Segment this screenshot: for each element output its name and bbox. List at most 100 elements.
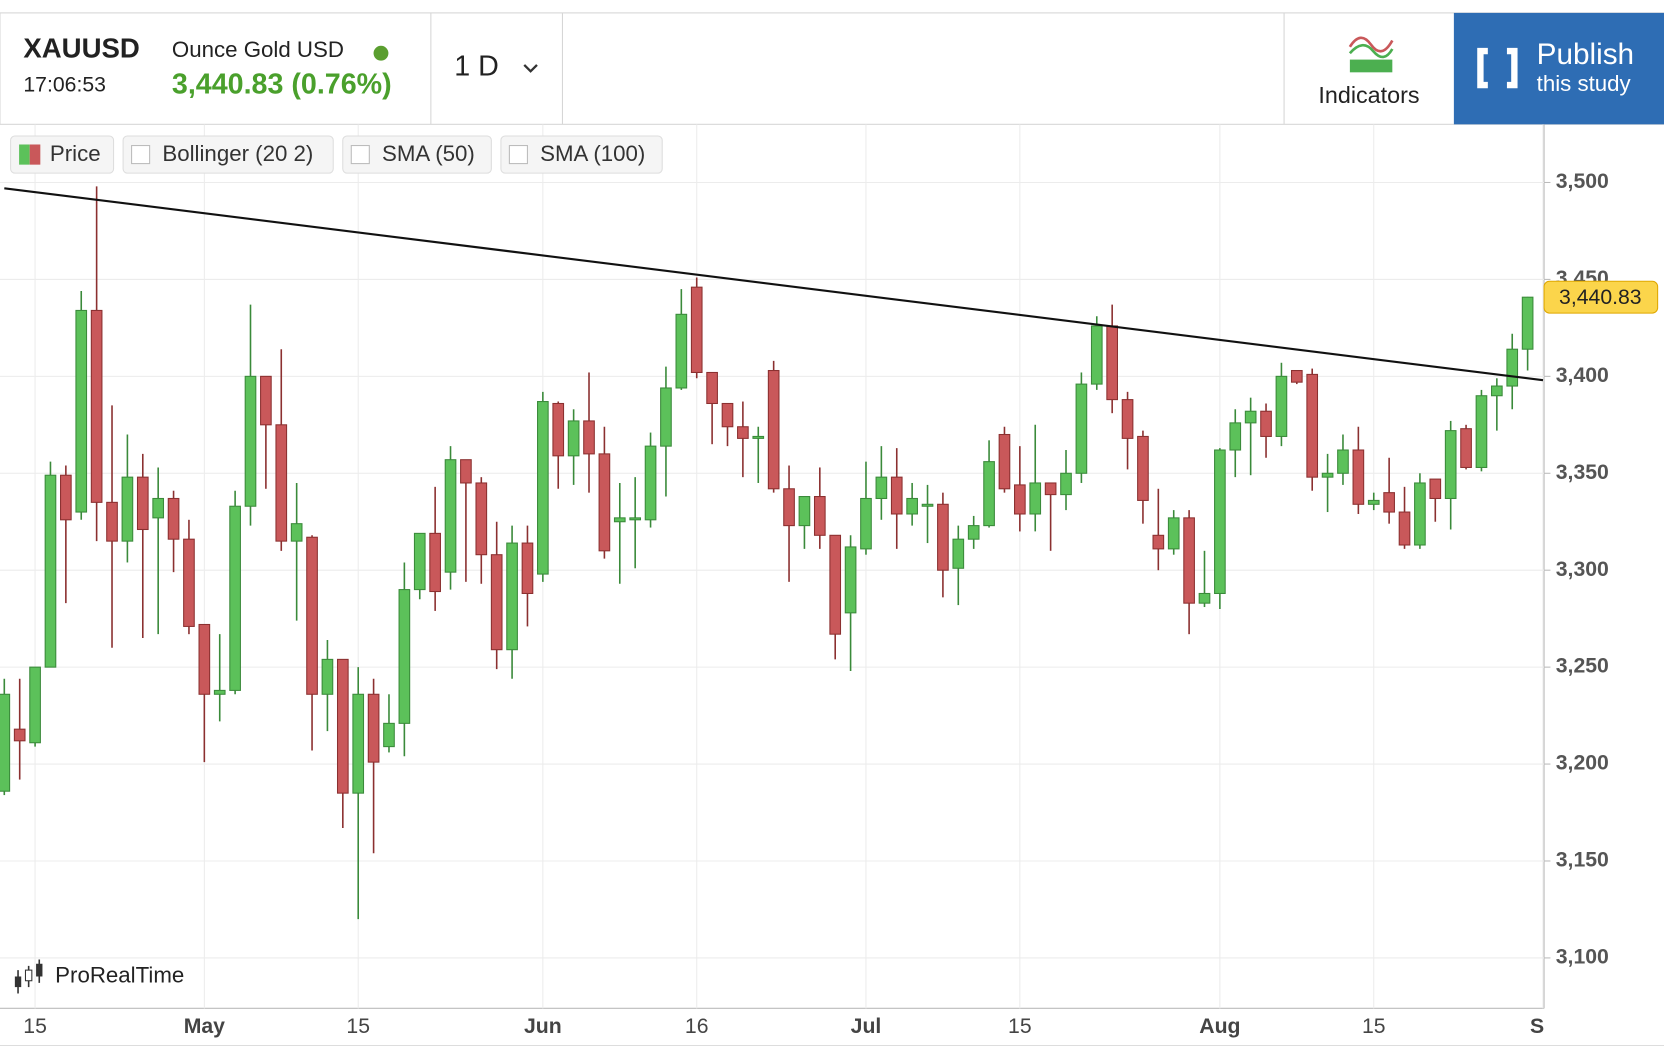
candle-body [629,517,642,521]
chevron [523,64,538,73]
checkbox[interactable] [350,145,370,165]
candle-body [290,523,303,542]
checkbox[interactable] [508,145,528,165]
candle-body [1352,449,1365,505]
candle-body [1521,296,1534,350]
legend-item[interactable]: Bollinger (20 2) [122,135,334,174]
legend-chip[interactable] [500,135,663,174]
candle-body [1290,369,1303,383]
candle-body [121,476,134,542]
candle-body [1121,399,1134,439]
symbol: XAUUSD [23,32,139,63]
candle-body [1444,430,1457,500]
x-tick-label: Se [1530,1015,1556,1038]
candle-body [183,538,195,627]
x-tick-label: Jun [524,1015,562,1038]
y-tick-label: 3,400 [1556,364,1609,387]
candle-body [567,420,580,457]
publish-button[interactable]: Publish this study [1453,12,1664,125]
x-tick-label: 15 [346,1015,370,1038]
legend-item[interactable]: SMA (100) [500,135,663,174]
candle-body [367,693,380,763]
x-tick-label: Jul [851,1015,882,1038]
candle-body [1414,482,1426,546]
legend-label[interactable]: SMA (100) [540,141,645,166]
candle-body [413,532,426,591]
candle-body [1475,395,1488,468]
candle-body [75,309,88,513]
candle-body [829,534,842,635]
watermark-text: ProRealTime [55,962,184,987]
y-tick-label: 3,350 [1556,461,1609,484]
publish-bg[interactable] [1453,12,1664,125]
legend-chip[interactable] [122,135,334,174]
candle-body [1491,385,1503,397]
y-tick-label: 3,200 [1556,752,1609,775]
candle-body [952,538,965,569]
legend-item[interactable]: Price [10,135,115,174]
candle-body [136,476,149,531]
candle-body [152,497,165,519]
icon [1348,36,1394,53]
candle-body [721,402,734,428]
icon [1349,59,1393,73]
x-tick-label: 15 [1362,1015,1386,1038]
y-tick-label: 3,250 [1556,655,1609,678]
status-dot [373,45,389,61]
time: 17:06:53 [23,74,106,97]
candle-body [244,375,257,507]
candle-body [1367,499,1380,505]
candle-body [444,459,457,573]
candle-body [1137,435,1149,501]
indicators-label[interactable]: Indicators [1318,82,1419,108]
candle-body [13,728,26,742]
candle-body [844,546,857,614]
candle-body [321,658,334,695]
x-tick-label: 15 [23,1015,47,1038]
legend-label[interactable]: Bollinger (20 2) [162,141,313,166]
price: 3,440.83 (0.76%) [172,69,392,101]
icon [14,976,22,988]
candle-body [1321,472,1334,478]
candle-body [106,501,118,542]
legend-label[interactable]: SMA (50) [382,141,475,166]
candle-body [198,623,211,695]
candle-body [998,433,1011,490]
publish-sub[interactable]: this study [1537,71,1632,96]
legend-chip[interactable] [342,135,492,174]
candle-body [613,517,626,523]
candle-body [60,474,72,521]
checkbox[interactable] [131,145,151,165]
trendline [4,187,1544,382]
icon [36,963,43,977]
interval[interactable]: 1 D [454,51,499,83]
y-tick-label: 3,150 [1556,849,1609,872]
icon [24,969,33,982]
legend-label[interactable]: Price [50,141,101,166]
candle-body [598,453,611,552]
candle-body [490,554,503,651]
interval-selector[interactable]: 1 D [454,51,538,83]
candle-body [660,387,672,447]
candle-body [875,476,888,500]
candle-body [783,488,795,527]
candle-body [1306,373,1319,478]
publish-label[interactable]: Publish [1537,38,1634,71]
y-tick-label: 3,500 [1556,170,1609,193]
candle-body [1260,410,1272,437]
x-tick-label: 15 [1008,1015,1032,1038]
legend-item[interactable]: SMA (50) [342,135,492,174]
indicators-button[interactable]: Indicators [1318,36,1420,108]
candle-body [460,459,472,484]
candle-body [29,666,41,744]
last-price-box [1543,280,1659,314]
x-tick-label: Aug [1199,1015,1240,1038]
watermark: ProRealTime [14,959,184,994]
candle-body [583,420,595,455]
candle-body [521,542,534,594]
candle-body [1106,325,1119,401]
candle-body [229,505,241,691]
x-tick-label: 16 [685,1015,709,1038]
icon [1348,43,1394,59]
candle-body [1075,383,1088,474]
